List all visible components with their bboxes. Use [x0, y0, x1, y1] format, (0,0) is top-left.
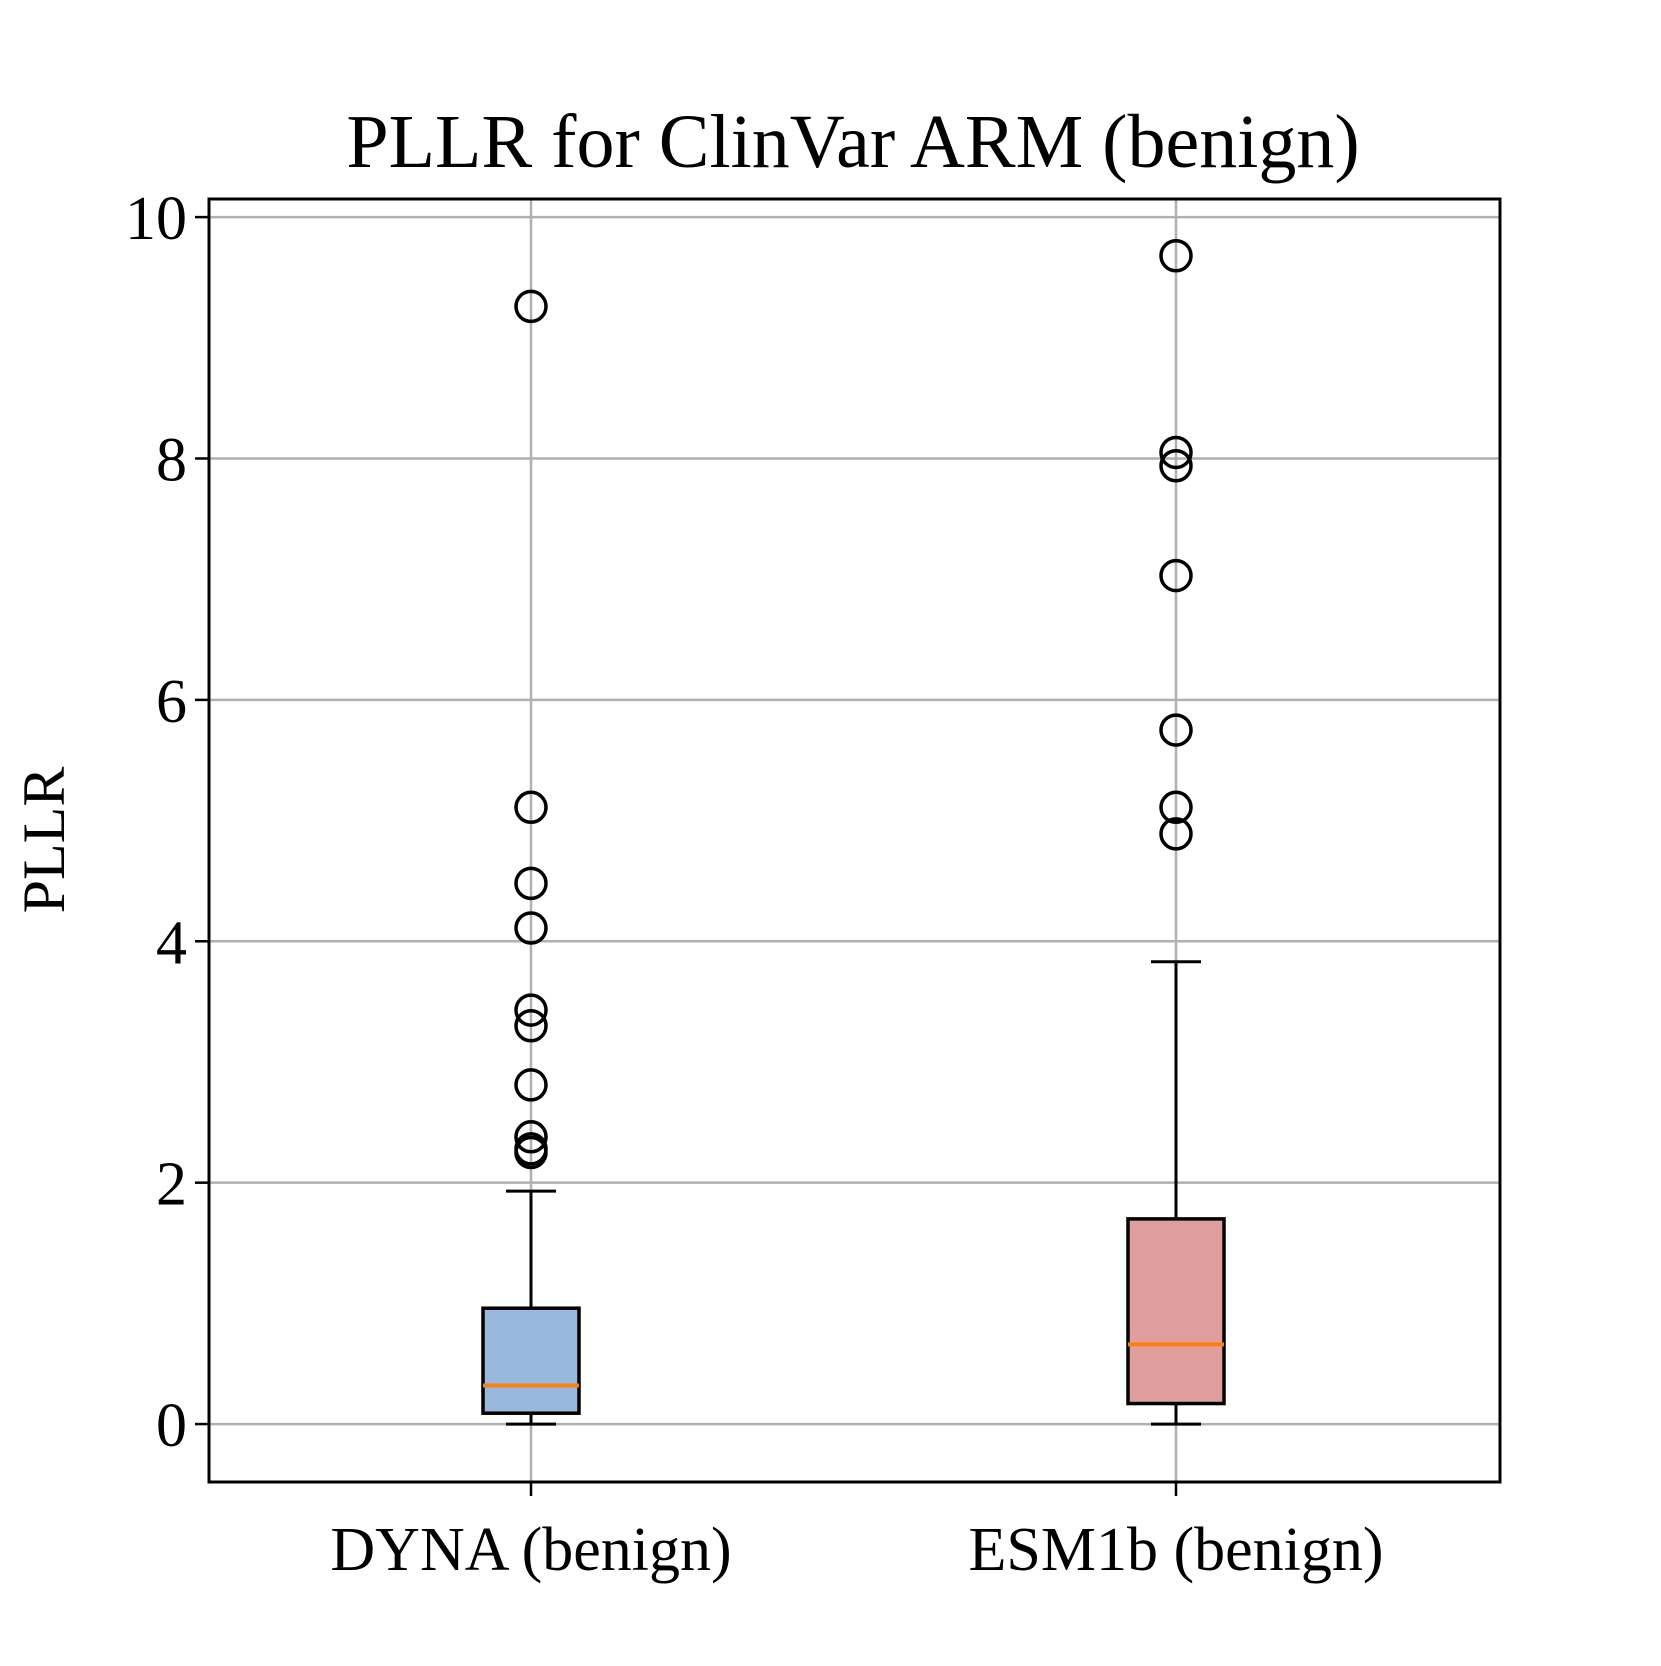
y-tick-label: 4	[156, 909, 187, 977]
y-tick-label: 10	[125, 185, 187, 253]
outlier-point	[514, 866, 548, 901]
outlier-point	[514, 911, 548, 945]
plot-frame	[207, 197, 1502, 1484]
y-tick-label: 0	[156, 1392, 187, 1460]
outlier-point	[1159, 238, 1193, 273]
outlier-point	[1159, 713, 1193, 747]
x-tick-label: ESM1b (benign)	[968, 1516, 1383, 1584]
box-iqr	[481, 1306, 581, 1415]
tick-layer: 0 2 4 6 8 10 DYNA (benign) ESM1b (benign)	[125, 185, 1384, 1584]
y-tick-label: 8	[156, 426, 187, 494]
outlier-point	[514, 790, 548, 825]
y-tick-label: 2	[156, 1151, 187, 1219]
grid-layer	[209, 199, 1500, 1482]
box-iqr	[1126, 1217, 1226, 1406]
y-axis-label: PLLR	[11, 767, 77, 914]
outlier-point	[514, 289, 548, 324]
x-tick-label: DYNA (benign)	[330, 1516, 731, 1584]
outlier-point	[1159, 817, 1193, 851]
outlier-point	[1159, 448, 1193, 483]
outlier-point	[514, 1120, 548, 1154]
outlier-point	[1159, 558, 1193, 593]
outlier-point	[514, 1135, 548, 1170]
chart-title: PLLR for ClinVar ARM (benign)	[346, 100, 1359, 184]
outlier-point	[514, 1009, 548, 1043]
box-layer	[481, 238, 1226, 1426]
outlier-point	[1159, 435, 1193, 470]
outlier-point	[1159, 790, 1193, 825]
outlier-point	[514, 993, 548, 1027]
outlier-point	[514, 1068, 548, 1102]
y-tick-label: 6	[156, 668, 187, 736]
